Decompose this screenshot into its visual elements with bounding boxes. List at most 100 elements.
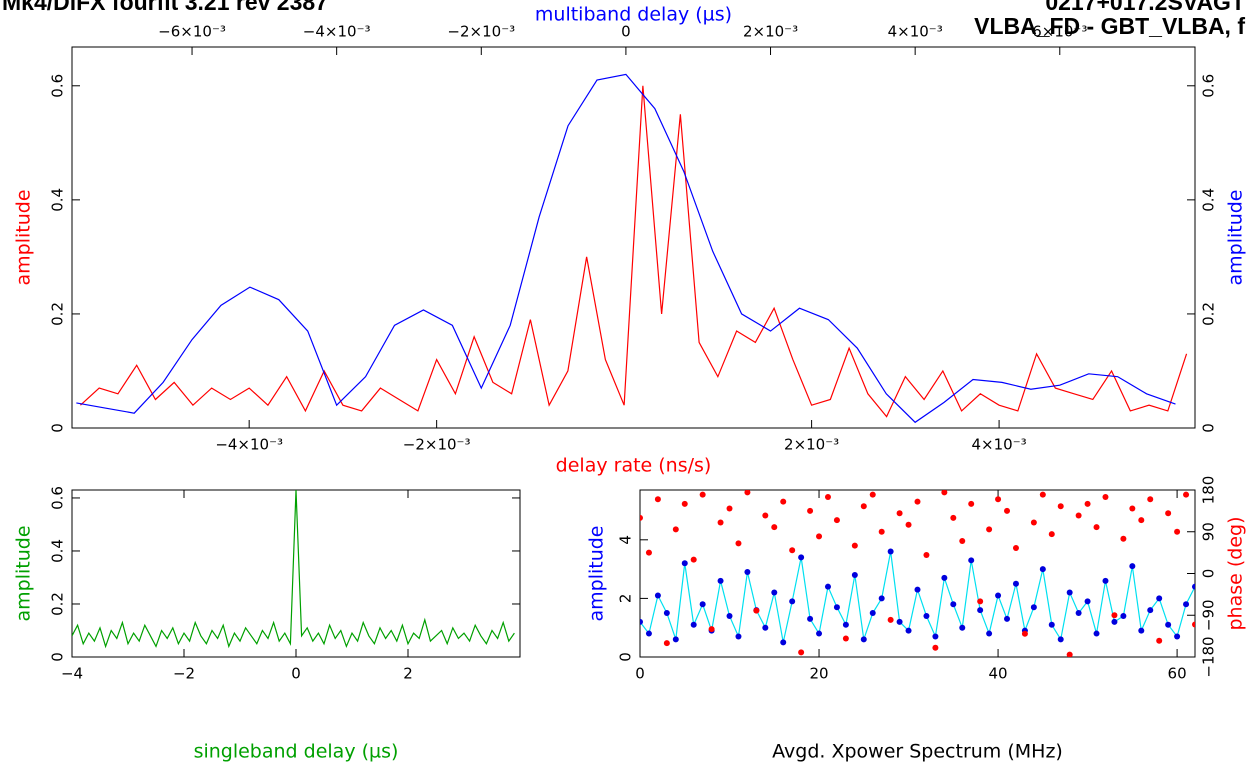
data-point: [968, 557, 975, 564]
data-point: [941, 574, 948, 581]
data-point: [1156, 595, 1163, 602]
data-point: [914, 498, 921, 505]
data-point: [1084, 598, 1091, 605]
data-point: [1048, 531, 1055, 538]
x-axis-label: delay rate (ns/s): [556, 455, 712, 477]
y-tick-label: 0.6: [49, 486, 67, 510]
y2-tick-label: 0.2: [1200, 302, 1218, 326]
y2-tick-label: −180: [1200, 636, 1218, 677]
data-point: [851, 542, 858, 549]
data-point: [798, 649, 805, 656]
data-point: [1039, 491, 1046, 498]
data-point: [860, 636, 867, 643]
data-point: [878, 528, 885, 535]
x-axis-label: Avgd. Xpower Spectrum (MHz): [772, 741, 1063, 763]
x2-tick-label: −6×10⁻³: [158, 23, 226, 41]
data-point: [1021, 630, 1028, 637]
data-point: [1066, 589, 1073, 596]
data-point: [1120, 535, 1127, 542]
header-source: 0217+017.2SVAGT: [1045, 0, 1245, 15]
data-point: [1012, 544, 1019, 551]
x-tick-label: 4×10⁻³: [972, 436, 1027, 454]
plot-frame: [71, 489, 521, 658]
data-point: [807, 507, 814, 514]
header-program: Mk4/DiFX fourfit 3.21 rev 2387: [2, 0, 328, 15]
data-point: [1030, 519, 1037, 526]
data-point: [762, 624, 769, 631]
data-point: [681, 500, 688, 507]
data-point: [1102, 577, 1109, 584]
x2-tick-label: 2×10⁻³: [743, 23, 798, 41]
data-point: [1183, 491, 1190, 498]
data-point: [645, 549, 652, 556]
data-point: [1165, 510, 1172, 517]
data-point: [780, 639, 787, 646]
data-point: [735, 540, 742, 547]
data-point: [789, 598, 796, 605]
data-point: [950, 601, 957, 608]
data-point: [887, 548, 894, 555]
data-point: [1084, 500, 1091, 507]
data-point: [896, 510, 903, 517]
y2-tick-label: 0: [1200, 423, 1218, 433]
data-point: [824, 583, 831, 590]
y-axis-label: amplitude: [13, 525, 35, 621]
x-tick-label: 20: [809, 665, 828, 683]
x-tick-label: −2: [173, 665, 195, 683]
y-tick-label: 2: [617, 594, 635, 604]
data-point: [699, 491, 706, 498]
data-point: [1147, 496, 1154, 503]
data-point: [726, 505, 733, 512]
data-point: [663, 640, 670, 647]
data-point: [1183, 601, 1190, 608]
data-point: [1192, 583, 1195, 590]
data-point: [640, 514, 643, 521]
data-point: [717, 519, 724, 526]
header-baseline: VLBA_FD - GBT_VLBA, f: [974, 13, 1245, 39]
data-point: [1102, 493, 1109, 500]
data-point: [1174, 633, 1181, 640]
data-point: [663, 610, 670, 617]
y2-tick-label: −90: [1200, 599, 1218, 631]
y-tick-label: 0: [617, 652, 635, 662]
x2-tick-label: −2×10⁻³: [447, 23, 515, 41]
data-point: [699, 601, 706, 608]
y-tick-label: 0: [49, 652, 67, 662]
y2-tick-label: 0.4: [1200, 188, 1218, 212]
data-point: [1012, 580, 1019, 587]
data-point: [690, 556, 697, 563]
data-point: [1004, 507, 1011, 514]
series-line: [72, 490, 515, 649]
data-point: [640, 618, 643, 625]
data-point: [842, 635, 849, 642]
data-point: [932, 633, 939, 640]
data-point: [968, 500, 975, 507]
x-tick-label: −2×10⁻³: [403, 436, 471, 454]
data-point: [941, 490, 948, 496]
x-tick-label: 40: [989, 665, 1008, 683]
data-point: [896, 618, 903, 625]
y-tick-label: 0.2: [49, 592, 67, 616]
data-point: [654, 496, 661, 503]
x-tick-label: 0: [635, 665, 645, 683]
data-point: [645, 630, 652, 637]
data-point: [842, 621, 849, 628]
series-line: [76, 73, 1176, 424]
y2-axis-label: phase (deg): [1225, 516, 1247, 630]
x2-tick-label: 4×10⁻³: [888, 23, 943, 41]
data-point: [869, 610, 876, 617]
data-point: [887, 616, 894, 623]
data-point: [1156, 637, 1163, 644]
data-point: [744, 569, 751, 576]
data-point: [950, 514, 957, 521]
x-tick-label: 0: [291, 665, 301, 683]
data-point: [1138, 627, 1145, 634]
data-point: [878, 595, 885, 602]
data-point: [1174, 528, 1181, 535]
data-point: [1004, 615, 1011, 622]
data-point: [672, 636, 679, 643]
x-tick-label: 2×10⁻³: [784, 436, 839, 454]
y2-tick-label: 180: [1200, 476, 1218, 505]
data-point: [1147, 607, 1154, 614]
